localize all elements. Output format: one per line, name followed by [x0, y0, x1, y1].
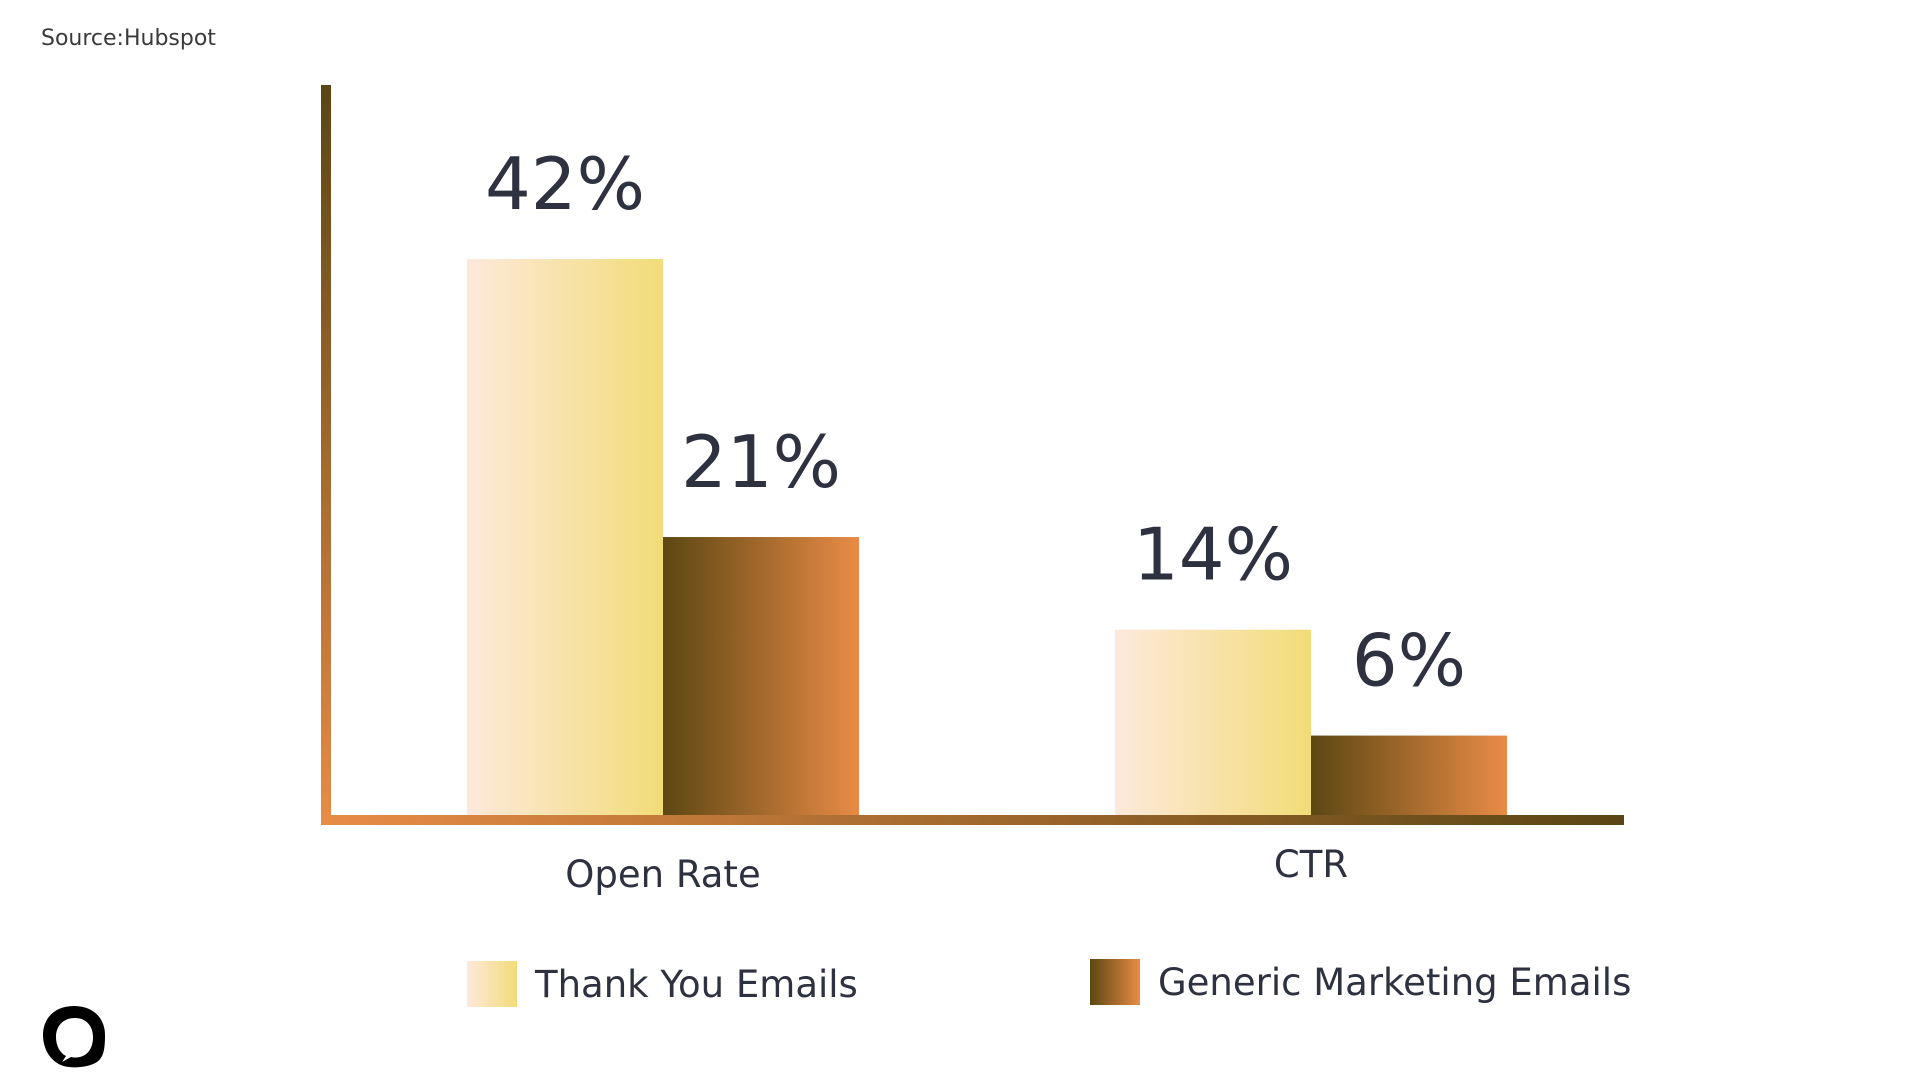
legend-item-generic-marketing-emails: Generic Marketing Emails	[1090, 958, 1631, 1006]
x-tick-label-ctr: CTR	[1274, 843, 1348, 886]
speech-bubble-logo-icon	[43, 1006, 105, 1068]
data-label-open-rate-thank-you: 42%	[485, 142, 645, 226]
data-label-ctr-thank-you: 14%	[1133, 513, 1293, 597]
bar-open-rate-generic-marketing	[663, 537, 859, 815]
legend-item-thank-you-emails: Thank You Emails	[467, 960, 858, 1008]
data-label-open-rate-generic-marketing: 21%	[681, 420, 841, 504]
legend-label: Thank You Emails	[535, 962, 858, 1006]
source-note: Source:Hubspot	[41, 26, 216, 51]
legend-label: Generic Marketing Emails	[1158, 960, 1632, 1004]
y-axis-line	[321, 85, 331, 825]
bar-ctr-generic-marketing	[1311, 735, 1507, 815]
x-axis-line	[321, 815, 1624, 825]
legend-swatch-thank-you	[467, 961, 517, 1007]
legend-swatch-generic-marketing	[1090, 959, 1140, 1005]
x-tick-label-open-rate: Open Rate	[565, 853, 760, 896]
bar-open-rate-thank-you	[467, 259, 663, 815]
data-label-ctr-generic-marketing: 6%	[1352, 619, 1466, 703]
bar-ctr-thank-you	[1115, 629, 1311, 815]
